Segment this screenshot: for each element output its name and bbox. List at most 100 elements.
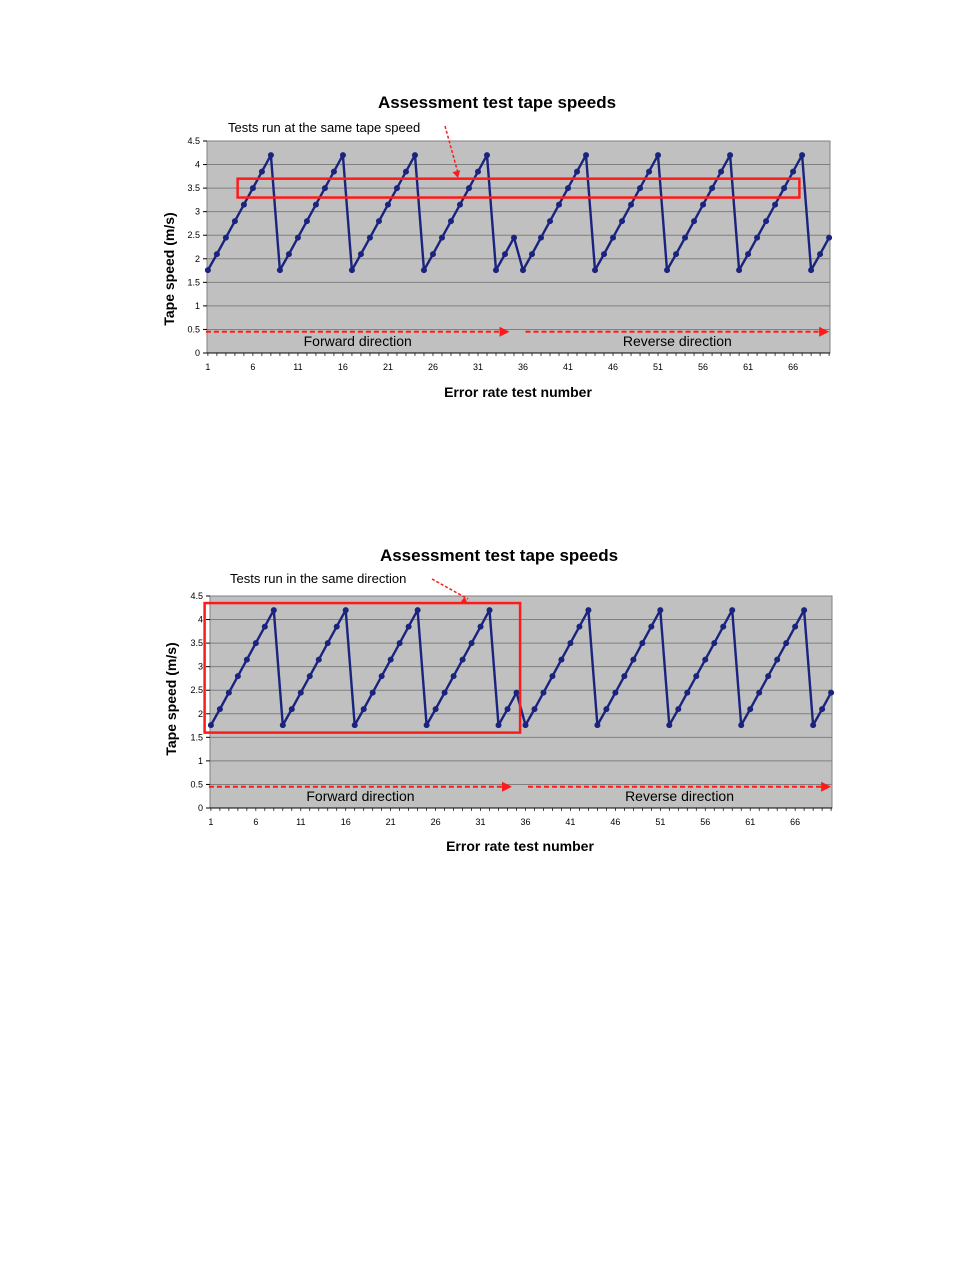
data-point	[763, 218, 770, 225]
x-tick-label: 46	[610, 817, 620, 827]
data-point	[420, 267, 427, 274]
data-point	[711, 640, 718, 647]
y-tick-label: 2	[195, 254, 200, 264]
chart-direction-highlight: Assessment test tape speeds 0 0.5 1 1.5 2 2.5…	[150, 538, 850, 868]
direction-label: Reverse direction	[623, 333, 732, 349]
data-point	[810, 722, 817, 729]
chart-speed-highlight: Assessment test tape speeds 0 0.5 1 1.5 2 2.5…	[150, 84, 850, 414]
data-point	[396, 640, 403, 647]
data-point	[432, 706, 439, 713]
x-axis-ticks: 1 6 11 16 21 26 31 36 41 46 51 56 61 66	[205, 352, 830, 372]
chart-1-svg: Assessment test tape speeds 0 0.5 1 1.5 2 2.5…	[161, 93, 833, 400]
data-point	[429, 251, 436, 258]
data-point	[603, 706, 610, 713]
data-point	[384, 201, 391, 208]
data-point	[619, 218, 626, 225]
data-point	[450, 673, 457, 680]
highlight-box	[236, 125, 801, 199]
x-tick-label: 1	[205, 362, 210, 372]
data-point	[495, 722, 502, 729]
data-point	[243, 656, 250, 663]
data-point	[585, 607, 592, 614]
data-point	[610, 234, 617, 241]
x-tick-label: 46	[608, 362, 618, 372]
data-point	[720, 623, 727, 630]
x-tick-label: 26	[431, 817, 441, 827]
annotation-arrowhead	[452, 170, 461, 178]
data-point	[646, 168, 653, 175]
y-tick-label: 4.5	[190, 591, 203, 601]
chart-2-svg: Assessment test tape speeds 0 0.5 1 1.5 2 2.5…	[163, 546, 835, 854]
data-point	[583, 152, 590, 159]
data-point	[817, 251, 824, 258]
data-point	[709, 185, 716, 192]
y-tick-label: 4.5	[187, 136, 200, 146]
data-point	[772, 201, 779, 208]
data-point	[684, 689, 691, 696]
data-point	[213, 251, 220, 258]
data-point	[294, 234, 301, 241]
data-point	[783, 640, 790, 647]
data-point	[333, 623, 340, 630]
data-point	[279, 722, 286, 729]
data-point	[288, 706, 295, 713]
chart-title: Assessment test tape speeds	[378, 93, 616, 112]
y-tick-label: 0	[198, 803, 203, 813]
annotation-label: Tests run in the same direction	[230, 571, 406, 586]
data-point	[510, 234, 517, 241]
data-point	[366, 234, 373, 241]
series-line	[206, 153, 831, 272]
data-point	[745, 251, 752, 258]
x-tick-label: 26	[428, 362, 438, 372]
data-point	[531, 706, 538, 713]
data-point	[639, 640, 646, 647]
data-point	[574, 168, 581, 175]
data-point	[547, 218, 554, 225]
x-tick-label: 31	[473, 362, 483, 372]
data-point	[691, 218, 698, 225]
data-point	[342, 607, 349, 614]
x-tick-label: 21	[383, 362, 393, 372]
x-tick-label: 21	[386, 817, 396, 827]
data-point	[456, 201, 463, 208]
y-tick-label: 1	[198, 756, 203, 766]
data-point	[276, 267, 283, 274]
data-point	[207, 722, 214, 729]
data-point	[477, 623, 484, 630]
x-tick-label: 36	[518, 362, 528, 372]
data-point	[675, 706, 682, 713]
x-tick-label: 6	[253, 817, 258, 827]
y-tick-label: 3.5	[190, 638, 203, 648]
annotation-leader	[444, 125, 459, 174]
y-tick-label: 4	[195, 160, 200, 170]
data-point	[565, 185, 572, 192]
data-point	[637, 185, 644, 192]
data-point	[261, 623, 268, 630]
y-tick-label: 0.5	[187, 324, 200, 334]
x-tick-label: 11	[296, 817, 305, 827]
y-axis-ticks: 0 0.5 1 1.5 2 2.5 3 3.5 4 4.5	[187, 136, 207, 358]
annotation-label: Tests run at the same tape speed	[228, 120, 420, 135]
x-tick-label: 16	[341, 817, 351, 827]
data-point	[459, 656, 466, 663]
data-point	[252, 640, 259, 647]
x-tick-label: 41	[565, 817, 575, 827]
data-point	[747, 706, 754, 713]
x-tick-label: 66	[788, 362, 798, 372]
data-point	[628, 201, 635, 208]
data-point	[576, 623, 583, 630]
highlight-box	[203, 578, 522, 734]
data-point	[324, 640, 331, 647]
x-tick-label: 56	[700, 817, 710, 827]
x-axis-ticks: 1 6 11 16 21 26 31 36 41 46 51 56 61 66	[208, 807, 832, 827]
annotation-arrowhead	[459, 596, 468, 604]
data-point	[387, 656, 394, 663]
data-point	[501, 251, 508, 258]
data-point	[790, 168, 797, 175]
data-point	[513, 689, 520, 696]
x-tick-label: 6	[250, 362, 255, 372]
x-tick-label: 31	[476, 817, 486, 827]
series-tape-speed	[204, 152, 833, 274]
data-point	[729, 607, 736, 614]
x-tick-label: 1	[208, 817, 213, 827]
